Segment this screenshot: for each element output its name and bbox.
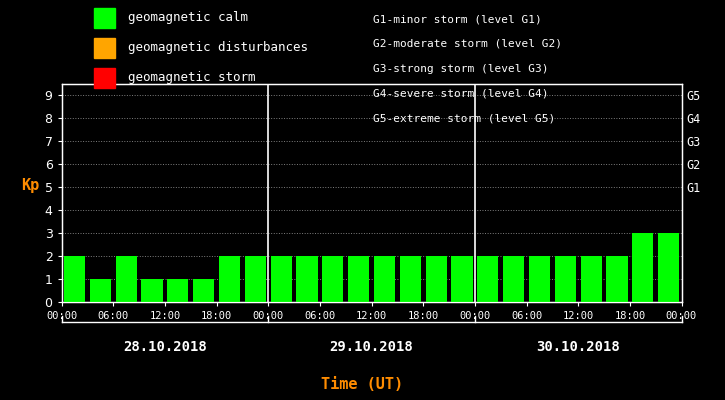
Bar <box>167 279 188 302</box>
Bar <box>90 279 111 302</box>
Bar <box>141 279 162 302</box>
Text: G4-severe storm (level G4): G4-severe storm (level G4) <box>373 88 549 98</box>
Bar <box>115 256 137 302</box>
Text: G5-extreme storm (level G5): G5-extreme storm (level G5) <box>373 113 555 123</box>
Bar <box>555 256 576 302</box>
Bar <box>426 256 447 302</box>
Bar <box>374 256 395 302</box>
Text: 30.10.2018: 30.10.2018 <box>536 340 620 354</box>
Text: geomagnetic storm: geomagnetic storm <box>128 72 255 84</box>
Bar <box>64 256 85 302</box>
Bar <box>658 233 679 302</box>
Bar <box>193 279 215 302</box>
Text: geomagnetic calm: geomagnetic calm <box>128 12 248 24</box>
Y-axis label: Kp: Kp <box>22 178 40 193</box>
Bar <box>606 256 628 302</box>
Text: G2-moderate storm (level G2): G2-moderate storm (level G2) <box>373 39 563 49</box>
Bar <box>297 256 318 302</box>
Bar <box>219 256 240 302</box>
Text: G3-strong storm (level G3): G3-strong storm (level G3) <box>373 64 549 74</box>
Bar <box>477 256 498 302</box>
Bar <box>245 256 266 302</box>
Bar <box>581 256 602 302</box>
Bar <box>503 256 524 302</box>
Bar <box>529 256 550 302</box>
Text: 29.10.2018: 29.10.2018 <box>330 340 413 354</box>
Text: G1-minor storm (level G1): G1-minor storm (level G1) <box>373 14 542 24</box>
Text: geomagnetic disturbances: geomagnetic disturbances <box>128 42 307 54</box>
Bar <box>270 256 291 302</box>
Bar <box>632 233 653 302</box>
Bar <box>399 256 421 302</box>
Text: Time (UT): Time (UT) <box>321 377 404 392</box>
Bar <box>348 256 369 302</box>
Bar <box>452 256 473 302</box>
Text: 28.10.2018: 28.10.2018 <box>123 340 207 354</box>
Bar <box>322 256 344 302</box>
